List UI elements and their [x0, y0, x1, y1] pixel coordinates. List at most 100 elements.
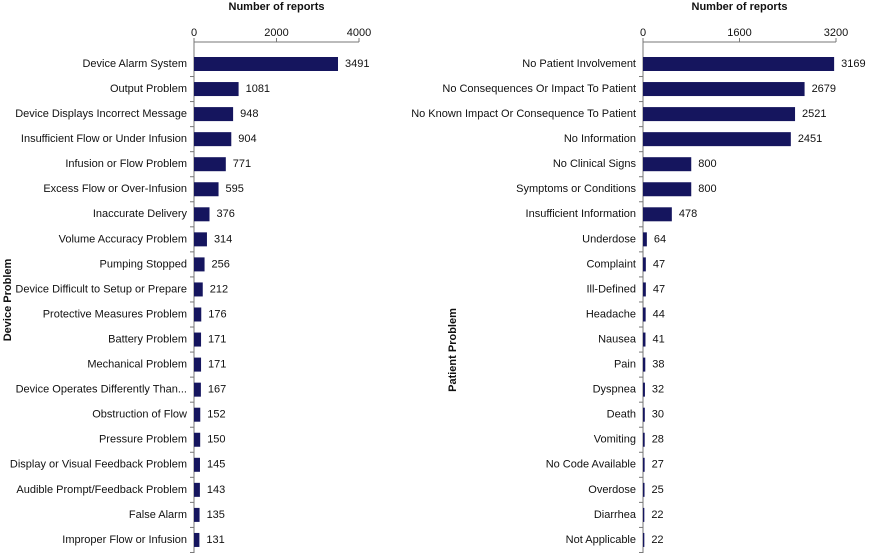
value-label: 135 — [207, 509, 225, 521]
bar — [643, 207, 672, 221]
bar — [194, 433, 200, 447]
bar — [194, 132, 231, 146]
bar — [643, 483, 645, 497]
bar — [643, 232, 647, 246]
x-axis-title: Number of reports — [692, 1, 788, 13]
y-tick-label: Symptoms or Conditions — [516, 183, 636, 195]
bar — [194, 157, 226, 171]
x-axis-title: Number of reports — [229, 1, 325, 13]
bar — [194, 533, 199, 547]
value-label: 167 — [208, 384, 226, 396]
bar — [194, 508, 200, 522]
y-tick-label: False Alarm — [129, 509, 187, 521]
y-tick-label: No Consequences Or Impact To Patient — [442, 83, 636, 95]
value-label: 2679 — [812, 83, 836, 95]
bar — [643, 132, 791, 146]
bar — [194, 82, 239, 96]
bar — [643, 358, 645, 372]
y-tick-label: Mechanical Problem — [87, 359, 187, 371]
value-label: 904 — [238, 133, 256, 145]
y-tick-label: Pressure Problem — [99, 434, 187, 446]
y-tick-label: Infusion or Flow Problem — [65, 158, 187, 170]
bar — [643, 533, 644, 547]
value-label: 3169 — [841, 58, 865, 70]
value-label: 376 — [217, 208, 235, 220]
y-tick-label: Output Problem — [110, 83, 187, 95]
value-label: 143 — [207, 484, 225, 496]
y-tick-label: Excess Flow or Over-Infusion — [43, 183, 187, 195]
value-label: 44 — [653, 308, 665, 320]
value-label: 25 — [652, 484, 664, 496]
y-tick-label: No Information — [564, 133, 636, 145]
y-tick-label: Vomiting — [594, 434, 636, 446]
y-tick-label: Pain — [614, 359, 636, 371]
y-tick-label: Device Operates Differently Than... — [16, 384, 187, 396]
bar — [643, 282, 646, 296]
bar — [194, 257, 205, 271]
value-label: 595 — [226, 183, 244, 195]
bar — [643, 308, 646, 322]
bar — [194, 483, 200, 497]
bar — [643, 458, 645, 472]
y-tick-label: Device Displays Incorrect Message — [15, 108, 187, 120]
value-label: 28 — [652, 434, 664, 446]
y-tick-label: Dyspnea — [593, 384, 637, 396]
x-tick-label: 3200 — [824, 27, 848, 39]
y-tick-label: Death — [607, 409, 636, 421]
bar — [194, 182, 219, 196]
value-label: 64 — [654, 233, 666, 245]
y-tick-label: Battery Problem — [108, 333, 187, 345]
value-label: 47 — [653, 258, 665, 270]
value-label: 3491 — [345, 58, 369, 70]
bar — [643, 57, 834, 71]
y-tick-label: Improper Flow or Infusion — [62, 534, 187, 546]
bar — [643, 383, 645, 397]
value-label: 800 — [698, 158, 716, 170]
bar — [643, 333, 645, 347]
y-tick-label: Headache — [586, 308, 636, 320]
x-tick-label: 4000 — [347, 27, 371, 39]
value-label: 314 — [214, 233, 232, 245]
y-tick-label: Complaint — [586, 258, 636, 270]
value-label: 38 — [652, 359, 664, 371]
bar — [643, 107, 795, 121]
value-label: 22 — [651, 509, 663, 521]
value-label: 171 — [208, 359, 226, 371]
y-tick-label: No Patient Involvement — [522, 58, 636, 70]
y-tick-label: Audible Prompt/Feedback Problem — [16, 484, 187, 496]
x-tick-label: 1600 — [727, 27, 751, 39]
bar — [643, 433, 645, 447]
bar — [643, 182, 691, 196]
value-label: 478 — [679, 208, 697, 220]
y-tick-label: Obstruction of Flow — [92, 409, 187, 421]
value-label: 771 — [233, 158, 251, 170]
y-tick-label: Not Applicable — [566, 534, 636, 546]
value-label: 41 — [652, 333, 664, 345]
y-tick-label: Display or Visual Feedback Problem — [10, 459, 187, 471]
bar — [194, 358, 201, 372]
value-label: 2521 — [802, 108, 826, 120]
value-label: 800 — [698, 183, 716, 195]
bar — [194, 232, 207, 246]
bar — [194, 282, 203, 296]
y-tick-label: No Known Impact Or Consequence To Patien… — [411, 108, 636, 120]
bar — [643, 82, 805, 96]
value-label: 22 — [651, 534, 663, 546]
bar — [643, 157, 691, 171]
y-tick-label: Nausea — [598, 333, 637, 345]
bar — [194, 207, 210, 221]
value-label: 145 — [207, 459, 225, 471]
value-label: 32 — [652, 384, 664, 396]
value-label: 47 — [653, 283, 665, 295]
value-label: 1081 — [246, 83, 270, 95]
bar — [194, 308, 201, 322]
bar — [194, 57, 338, 71]
bar — [194, 333, 201, 347]
y-axis-title: Device Problem — [2, 259, 14, 342]
value-label: 176 — [208, 308, 226, 320]
value-label: 27 — [652, 459, 664, 471]
y-tick-label: Overdose — [588, 484, 636, 496]
value-label: 131 — [206, 534, 224, 546]
y-tick-label: Ill-Defined — [586, 283, 636, 295]
